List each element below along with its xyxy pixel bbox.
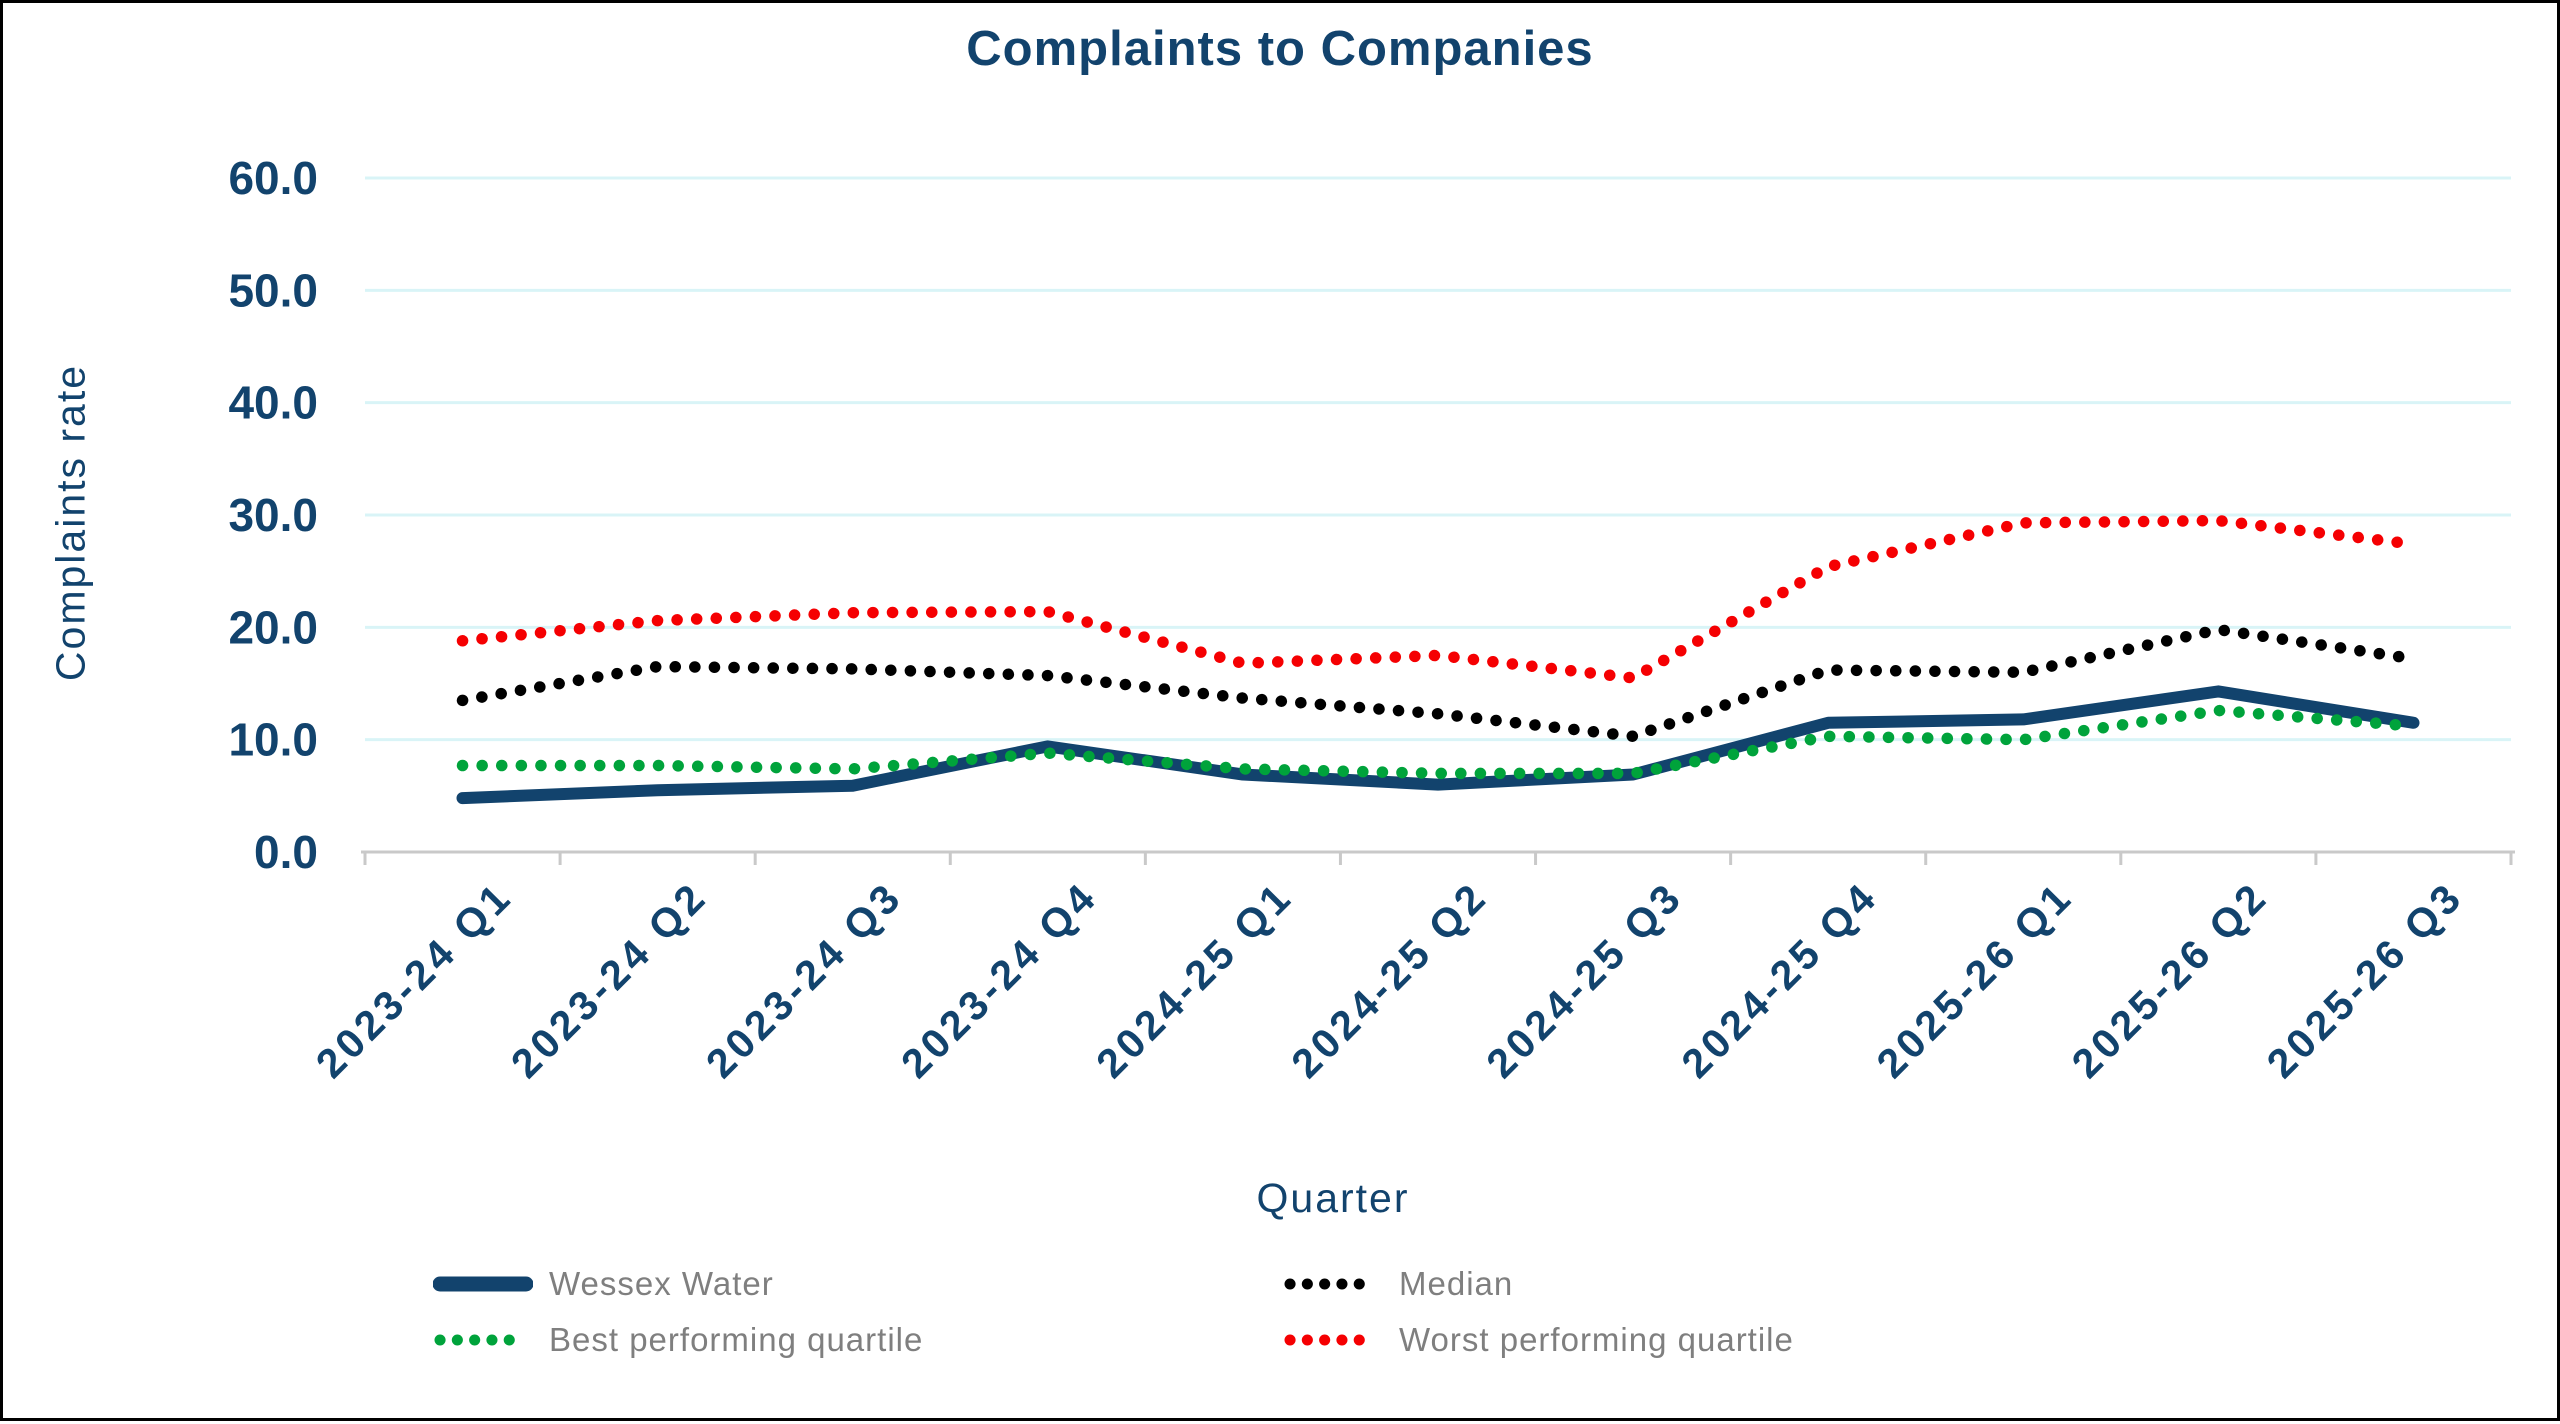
- y-tick-label: 60.0: [228, 152, 318, 204]
- legend-swatch-dotted-line: [434, 1334, 532, 1346]
- x-tick-label: 2023-24 Q1: [307, 873, 521, 1087]
- legend-item-median: Median: [1283, 1265, 2133, 1303]
- chart-title: Complaints to Companies: [966, 22, 1594, 76]
- series-line-median: [456, 623, 2420, 743]
- y-axis-title: Complaints rate: [47, 363, 94, 682]
- x-tick-label: 2025-26 Q3: [2258, 873, 2472, 1087]
- x-tick-label: 2023-24 Q2: [502, 873, 716, 1087]
- legend-swatch-dotted-line: [1284, 1278, 1382, 1290]
- y-tick-label: 10.0: [228, 714, 318, 766]
- y-tick-label: 0.0: [254, 826, 318, 878]
- legend-label: Worst performing quartile: [1399, 1321, 1794, 1358]
- chart-legend: Wessex Water Median Best performing quarti…: [433, 1265, 2133, 1359]
- x-tick-label: 2024-25 Q1: [1087, 873, 1301, 1087]
- x-tick-label: 2024-25 Q2: [1282, 873, 1496, 1087]
- x-tick-label: 2023-24 Q3: [697, 873, 911, 1087]
- legend-item-wessex-water: Wessex Water: [433, 1265, 1283, 1303]
- y-tick-label: 50.0: [228, 264, 318, 316]
- legend-item-worst-performing-quartile: Worst performing quartile: [1283, 1321, 2133, 1359]
- series-line-wessex-water: [456, 685, 2420, 805]
- legend-label: Best performing quartile: [549, 1321, 924, 1358]
- y-tick-label: 30.0: [228, 489, 318, 541]
- x-tick-label: 2025-26 Q2: [2063, 873, 2277, 1087]
- legend-swatch-dotted-line: [1284, 1334, 1382, 1346]
- legend-item-best-performing-quartile: Best performing quartile: [433, 1321, 1283, 1359]
- series-line-worst-performing-quartile: [456, 514, 2420, 684]
- y-tick-label: 20.0: [228, 601, 318, 653]
- legend-label: Wessex Water: [549, 1265, 774, 1302]
- x-tick-label: 2023-24 Q4: [892, 873, 1106, 1087]
- legend-label: Median: [1399, 1265, 1514, 1302]
- x-axis-title: Quarter: [1256, 1175, 1410, 1221]
- x-tick-label: 2024-25 Q3: [1478, 873, 1692, 1087]
- series-line-best-performing-quartile: [456, 704, 2420, 780]
- legend-swatch-solid-line: [433, 1276, 533, 1292]
- y-tick-label: 40.0: [228, 377, 318, 429]
- x-tick-label: 2025-26 Q1: [1868, 873, 2082, 1087]
- x-tick-label: 2024-25 Q4: [1673, 873, 1887, 1087]
